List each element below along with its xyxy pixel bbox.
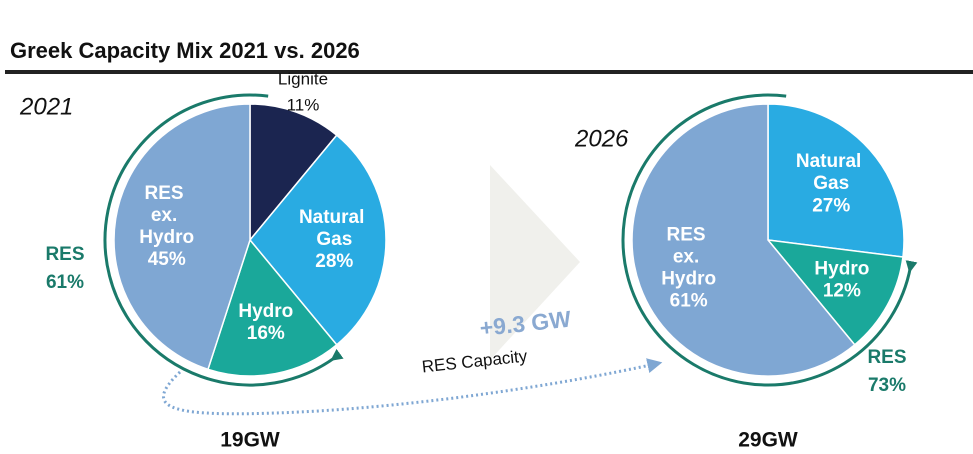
group-label: RES <box>867 347 906 368</box>
slice-label-line: Hydro <box>814 259 869 280</box>
slice-value: 11% <box>287 95 320 114</box>
group-label: 61% <box>46 272 84 293</box>
slice-label: Hydro <box>238 301 293 322</box>
slice-label-line: Hydro <box>139 227 194 248</box>
slice-label: RES ex. Hydro <box>139 183 194 248</box>
slice-label-line: Natural <box>796 151 867 172</box>
pie-slice <box>249 103 338 243</box>
group-label: 73% <box>868 375 906 396</box>
slice-label: Lignite <box>278 69 328 88</box>
slice-value: 16% <box>247 323 285 344</box>
pie-slice <box>249 134 387 346</box>
growth-arrow <box>162 358 663 416</box>
slice-label: Natural Gas <box>299 207 370 250</box>
pie-slice <box>631 103 856 377</box>
slice-label-line: RES <box>145 183 189 204</box>
slice-label-line: Hydro <box>238 301 293 322</box>
slice-value: 27% <box>812 195 850 216</box>
slice-label-line: ex. <box>673 247 705 268</box>
slice-label-line: Natural <box>299 207 370 228</box>
slice-label-line: Gas <box>316 229 352 250</box>
slice-label-line: Hydro <box>661 269 716 290</box>
title-rule <box>5 70 973 74</box>
group-arc <box>103 93 344 387</box>
pie-slice <box>113 103 251 371</box>
group-arc <box>621 93 918 387</box>
pie-total: 29GW <box>738 429 798 452</box>
slice-label-line: RES <box>666 225 710 246</box>
pie-subtitle: 2026 <box>574 125 629 152</box>
slice-label-line: ex. <box>151 205 183 226</box>
slice-label-line: Gas <box>813 173 849 194</box>
slice-value: 61% <box>670 291 708 312</box>
slice-value: 45% <box>148 249 186 270</box>
page-title: Greek Capacity Mix 2021 vs. 2026 <box>10 38 360 63</box>
pie-total: 19GW <box>220 429 280 452</box>
slice-label: Hydro <box>814 259 869 280</box>
slice-value: 28% <box>315 251 353 272</box>
slice-value: 12% <box>823 281 861 302</box>
slice-label: RES ex. Hydro <box>661 225 716 290</box>
pie-subtitle: 2021 <box>19 93 73 120</box>
pie-slice <box>207 238 338 377</box>
transition-arrow <box>490 165 580 360</box>
pie-slice <box>767 103 905 258</box>
slice-label: Natural Gas <box>796 151 867 194</box>
group-label: RES <box>45 244 84 265</box>
pie-slice <box>766 239 904 346</box>
